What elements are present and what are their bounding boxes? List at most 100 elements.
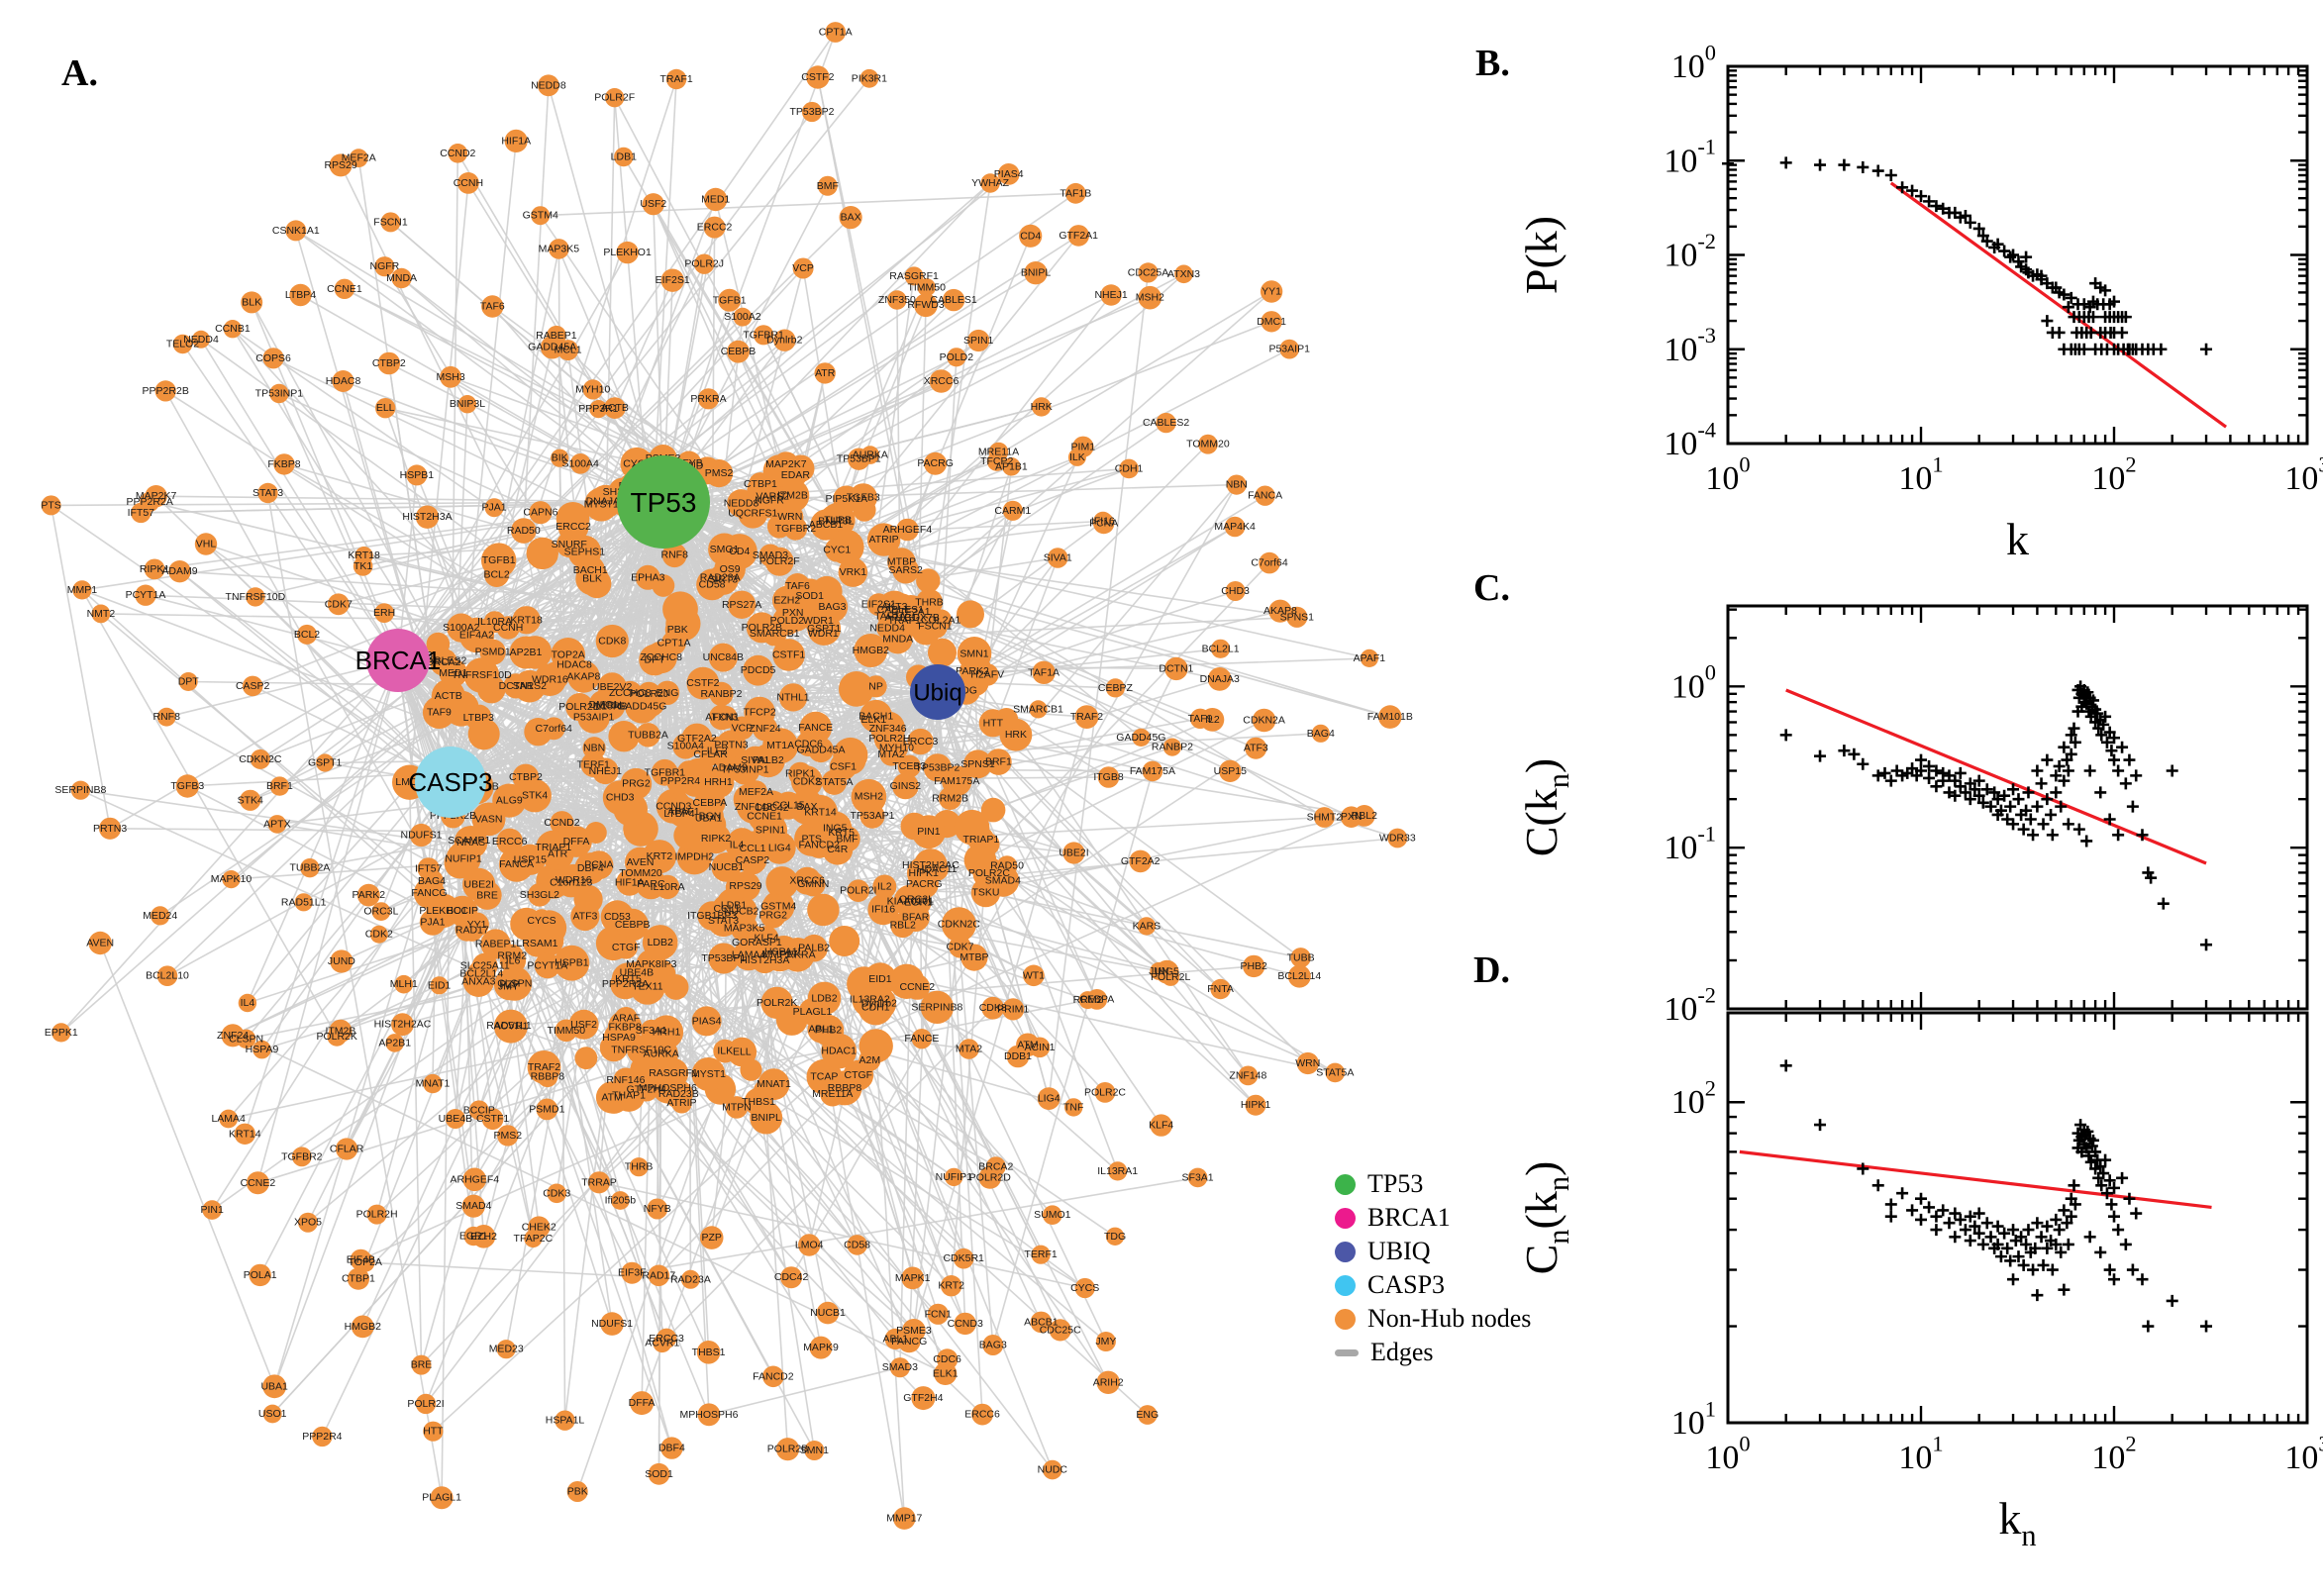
svg-text:ATXN3: ATXN3 — [1167, 268, 1200, 280]
svg-text:CHD3: CHD3 — [1221, 585, 1250, 597]
svg-text:STAT5A: STAT5A — [815, 776, 853, 788]
legend-item: BRCA1 — [1335, 1201, 1531, 1235]
svg-text:EGR1: EGR1 — [904, 896, 933, 908]
svg-text:CAPN6: CAPN6 — [523, 507, 557, 519]
svg-text:SIVA1: SIVA1 — [1044, 552, 1072, 564]
node-dot-swatch-icon — [1335, 1274, 1356, 1296]
svg-text:DPT: DPT — [178, 676, 200, 688]
svg-text:MLH1: MLH1 — [390, 978, 418, 990]
svg-text:XRCC6: XRCC6 — [789, 875, 825, 887]
svg-text:KRT18: KRT18 — [510, 614, 543, 626]
svg-text:CDH1: CDH1 — [861, 1002, 890, 1014]
svg-text:SMAD3: SMAD3 — [882, 1361, 918, 1373]
svg-text:SMAD4: SMAD4 — [985, 875, 1021, 887]
svg-text:S100A2: S100A2 — [443, 622, 480, 634]
svg-text:ZNF148: ZNF148 — [1229, 1069, 1266, 1081]
svg-text:RPS27A: RPS27A — [722, 599, 761, 611]
svg-text:RRM2B: RRM2B — [932, 792, 968, 804]
svg-text:CD58: CD58 — [844, 1239, 870, 1250]
svg-text:NEDD8: NEDD8 — [724, 497, 759, 509]
svg-text:RANBP2: RANBP2 — [700, 688, 742, 700]
svg-text:SHMT2: SHMT2 — [1307, 812, 1343, 824]
svg-text:10-1: 10-1 — [1664, 135, 1716, 180]
svg-text:P(k): P(k) — [1516, 216, 1566, 294]
legend: TP53 BRCA1 UBIQ CASP3 Non-Hub nodes Edges — [1335, 1167, 1531, 1369]
svg-text:AKAP8: AKAP8 — [566, 670, 600, 682]
svg-text:BCL2L1: BCL2L1 — [1202, 643, 1240, 654]
svg-text:PSMD1: PSMD1 — [529, 1103, 564, 1115]
svg-text:NEDD8: NEDD8 — [531, 79, 566, 91]
svg-text:HDAC1: HDAC1 — [821, 1046, 857, 1057]
svg-text:CCND2: CCND2 — [440, 148, 475, 159]
svg-text:LMO4: LMO4 — [795, 1240, 824, 1251]
svg-text:GADD45A: GADD45A — [796, 744, 845, 755]
svg-text:MAP2K7: MAP2K7 — [136, 490, 177, 502]
svg-text:NUDC: NUDC — [1038, 1464, 1068, 1476]
svg-text:SUMO1: SUMO1 — [1034, 1209, 1071, 1221]
svg-text:TRAF1: TRAF1 — [659, 73, 692, 85]
svg-text:MMP17: MMP17 — [886, 1513, 922, 1525]
svg-text:DCTN1: DCTN1 — [499, 680, 534, 692]
svg-text:CSTF2: CSTF2 — [801, 71, 834, 83]
svg-text:CDK5R1: CDK5R1 — [943, 1252, 984, 1264]
svg-text:CSNK1A1: CSNK1A1 — [272, 225, 320, 237]
node-dot-swatch-icon — [1335, 1173, 1356, 1195]
svg-text:MYH10: MYH10 — [575, 383, 610, 395]
svg-text:SOD1: SOD1 — [645, 1468, 673, 1480]
svg-text:MRE11A: MRE11A — [812, 1088, 853, 1100]
svg-text:MMP17: MMP17 — [761, 948, 797, 960]
svg-text:NEDD4: NEDD4 — [183, 334, 219, 346]
svg-text:YY1: YY1 — [1262, 286, 1281, 298]
svg-text:JUN: JUN — [1149, 965, 1168, 977]
svg-text:HIPK1: HIPK1 — [1241, 1099, 1271, 1111]
svg-text:BNIP3L: BNIP3L — [450, 398, 485, 410]
svg-text:MAP3K5: MAP3K5 — [539, 243, 580, 254]
svg-text:FCN1: FCN1 — [712, 712, 740, 724]
legend-label: UBIQ — [1367, 1237, 1431, 1265]
network-node-labels: TAF1A ELL DBF4 CEBPZ TAF1B GTF2A2 POLR2I POLR2K… — [41, 27, 1415, 1525]
svg-text:ITM2B: ITM2B — [325, 1025, 355, 1037]
svg-text:TGFBR1: TGFBR1 — [743, 329, 784, 341]
svg-text:SMARCB1: SMARCB1 — [750, 628, 800, 640]
svg-text:ELL: ELL — [376, 402, 395, 414]
svg-text:TOP2A: TOP2A — [552, 648, 585, 660]
svg-text:ZNF350: ZNF350 — [878, 294, 916, 306]
svg-text:CSTF1: CSTF1 — [772, 649, 805, 661]
svg-text:SARS2: SARS2 — [888, 564, 923, 576]
svg-text:TSKU: TSKU — [971, 887, 999, 899]
svg-text:LTBP4: LTBP4 — [663, 808, 694, 820]
svg-text:POLR2H: POLR2H — [356, 1209, 398, 1221]
panel-label-a: A. — [61, 52, 98, 94]
svg-text:CTBP2: CTBP2 — [372, 357, 406, 369]
svg-text:CABLES2: CABLES2 — [1143, 417, 1189, 429]
svg-text:RAD50: RAD50 — [507, 525, 541, 537]
svg-text:CDKN2C: CDKN2C — [239, 753, 282, 765]
svg-text:IL10RA: IL10RA — [477, 616, 512, 628]
svg-text:ACVR1: ACVR1 — [645, 1338, 679, 1349]
svg-text:CYCS: CYCS — [1070, 1282, 1099, 1294]
svg-text:NHEJ1: NHEJ1 — [589, 765, 622, 777]
svg-text:SMN1: SMN1 — [800, 1445, 829, 1456]
svg-text:KRT5: KRT5 — [828, 827, 855, 839]
svg-text:PXN: PXN — [782, 607, 804, 619]
svg-text:BAG4: BAG4 — [418, 875, 446, 887]
svg-text:FAM101B: FAM101B — [1367, 711, 1413, 723]
svg-text:NTHL1: NTHL1 — [776, 691, 809, 703]
svg-text:CARM1: CARM1 — [994, 505, 1031, 517]
svg-text:USO1: USO1 — [258, 1408, 287, 1420]
svg-text:GSTM4: GSTM4 — [760, 901, 796, 913]
svg-text:PXN: PXN — [1341, 811, 1363, 823]
svg-text:RANBP2: RANBP2 — [1152, 742, 1193, 753]
svg-text:C(kn): C(kn) — [1516, 758, 1575, 857]
svg-text:MED1: MED1 — [701, 194, 730, 206]
svg-text:SERPINB8: SERPINB8 — [911, 1001, 962, 1013]
svg-text:GSTM4: GSTM4 — [523, 210, 558, 222]
svg-text:PRIM1: PRIM1 — [997, 1003, 1029, 1015]
svg-text:EIF2S1: EIF2S1 — [861, 599, 896, 611]
svg-text:MAPK10: MAPK10 — [211, 873, 252, 885]
svg-text:GADD45G: GADD45G — [617, 700, 666, 712]
svg-text:PRG2: PRG2 — [622, 778, 651, 790]
svg-text:POLR2K: POLR2K — [757, 997, 797, 1009]
svg-text:LDB1: LDB1 — [721, 899, 747, 911]
svg-text:IFT57: IFT57 — [128, 507, 155, 519]
